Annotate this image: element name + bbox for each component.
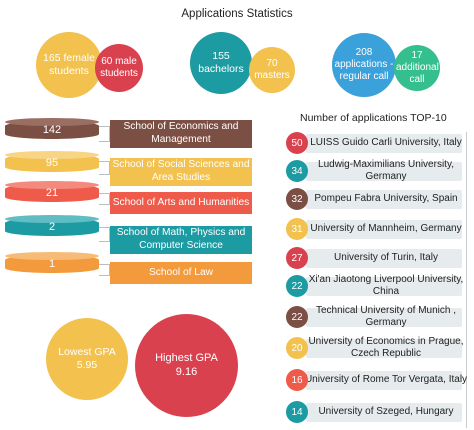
university-name: University of Economics in Prague, Czech… (308, 336, 464, 359)
connector-line (99, 264, 110, 276)
lowest-gpa-label: Lowest GPA (58, 346, 116, 359)
connector-line (99, 161, 110, 175)
male-students-bubble: 60 male students (95, 44, 143, 92)
female-students-label: 165 female students (43, 52, 95, 77)
list-item: University of Economics in Prague, Czech… (286, 336, 466, 359)
list-item: University of Rome Tor Vergata, Italy 16 (286, 369, 468, 391)
lowest-gpa-value: 5.95 (76, 359, 98, 371)
highest-gpa-label: Highest GPA (155, 352, 218, 365)
school-cylinder: 21 (5, 181, 99, 203)
count-badge: 31 (286, 218, 308, 240)
list-item: University of Mannheim, Germany 31 (286, 218, 466, 240)
divider (466, 132, 467, 428)
list-item: Technical University of Munich , Germany… (286, 305, 466, 328)
school-count: 2 (48, 221, 56, 233)
list-item: University of Szeged, Hungary 14 (286, 401, 466, 423)
school-label: School of Law (110, 262, 252, 284)
top10-title: Number of applications TOP-10 (300, 112, 447, 124)
lowest-gpa-bubble: Lowest GPA 5.95 (46, 318, 128, 400)
connector-line (99, 227, 110, 242)
masters-label: 70 masters (254, 57, 290, 81)
male-students-label: 60 male students (100, 55, 138, 79)
school-count: 21 (45, 187, 59, 199)
school-label: School of Social Sciences and Area Studi… (110, 158, 252, 186)
school-label: School of Economics and Management (110, 120, 252, 148)
university-name: LUISS Guido Carli University, Italy (310, 137, 462, 148)
school-count: 142 (42, 124, 62, 136)
count-badge: 34 (286, 160, 308, 182)
school-label: School of Math, Physics and Computer Sci… (110, 226, 252, 254)
list-item: LUISS Guido Carli University, Italy 50 (286, 132, 466, 154)
bachelors-label: 155 bachelors (198, 50, 244, 75)
school-count: 95 (45, 157, 59, 169)
university-name: Xi'an Jiaotong Liverpool University, Chi… (308, 274, 464, 297)
school-cylinder: 142 (5, 118, 99, 140)
page-title: Applications Statistics (181, 8, 293, 20)
count-badge: 20 (286, 337, 308, 359)
university-name: University of Mannheim, Germany (310, 223, 462, 234)
list-item: Ludwig-Maximilians University, Germany 3… (286, 159, 466, 182)
list-item: University of Turin, Italy 27 (286, 247, 466, 269)
highest-gpa-value: 9.16 (175, 365, 198, 378)
university-name: Ludwig-Maximilians University, Germany (318, 159, 454, 182)
university-name: University of Szeged, Hungary (318, 406, 454, 417)
school-cylinder: 95 (5, 151, 99, 173)
school-label: School of Arts and Humanities (110, 192, 252, 214)
list-item: Xi'an Jiaotong Liverpool University, Chi… (286, 274, 466, 297)
count-badge: 32 (286, 188, 308, 210)
bachelors-bubble: 155 bachelors (190, 32, 252, 94)
additional-call-bubble: 17 additional call (394, 45, 440, 91)
count-badge: 50 (286, 132, 308, 154)
highest-gpa-bubble: Highest GPA 9.16 (135, 314, 238, 417)
regular-call-label: 208 applications - regular call (334, 46, 394, 83)
list-item: Pompeu Fabra University, Spain 32 (286, 188, 466, 210)
count-badge: 14 (286, 401, 308, 423)
female-students-bubble: 165 female students (36, 32, 102, 98)
masters-bubble: 70 masters (249, 47, 295, 93)
university-name: Pompeu Fabra University, Spain (314, 193, 458, 204)
connector-line (99, 193, 110, 205)
university-name: Technical University of Munich , Germany (315, 305, 457, 328)
connector-line (99, 126, 110, 142)
school-cylinder: 2 (5, 215, 99, 237)
university-name: University of Rome Tor Vergata, Italy (304, 374, 468, 385)
count-badge: 27 (286, 247, 308, 269)
count-badge: 22 (286, 306, 308, 328)
school-count: 1 (48, 258, 56, 270)
regular-call-bubble: 208 applications - regular call (332, 33, 396, 97)
count-badge: 22 (286, 275, 308, 297)
school-cylinder: 1 (5, 252, 99, 274)
additional-call-label: 17 additional call (396, 49, 439, 86)
university-name: University of Turin, Italy (334, 252, 438, 263)
count-badge: 16 (286, 369, 308, 391)
